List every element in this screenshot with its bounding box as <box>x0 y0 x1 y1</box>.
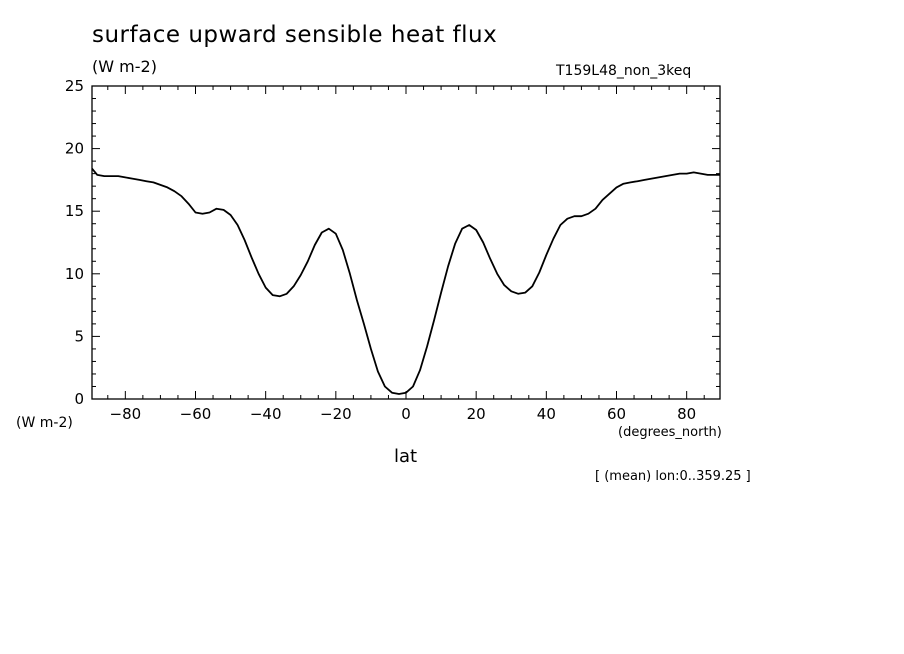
x-tick-label: 0 <box>401 405 411 423</box>
y-tick-label: 10 <box>65 265 84 283</box>
series-line <box>91 168 720 395</box>
title-units: (W m-2) <box>92 57 157 76</box>
x-tick-label: 80 <box>677 405 696 423</box>
chart-title: surface upward sensible heat flux <box>92 22 498 48</box>
x-tick-label: 20 <box>467 405 486 423</box>
x-tick-label: −20 <box>320 405 352 423</box>
y-tick-label: 5 <box>74 327 84 345</box>
plot-frame <box>91 85 721 400</box>
x-tick-label: −80 <box>110 405 142 423</box>
y-tick-label: 25 <box>65 77 84 95</box>
y-tick-label: 20 <box>65 140 84 158</box>
axis-tick-labels: −80 −60 −40 −20 0 20 40 60 80 0 5 10 15 20 25 <box>65 77 696 423</box>
x-tick-label: −60 <box>180 405 212 423</box>
x-axis-units: (degrees_north) <box>618 425 722 440</box>
averaging-note: [ (mean) lon:0..359.25 ] <box>595 469 751 484</box>
x-tick-label: 60 <box>607 405 626 423</box>
x-axis-label: lat <box>394 446 418 467</box>
y-tick-label: 0 <box>74 390 84 408</box>
axis-ticks <box>92 85 720 400</box>
x-tick-label: −40 <box>250 405 282 423</box>
y-tick-label: 15 <box>65 202 84 220</box>
y-axis-units: (W m-2) <box>16 415 73 431</box>
x-tick-label: 40 <box>537 405 556 423</box>
run-label: T159L48_non_3keq <box>556 63 692 79</box>
